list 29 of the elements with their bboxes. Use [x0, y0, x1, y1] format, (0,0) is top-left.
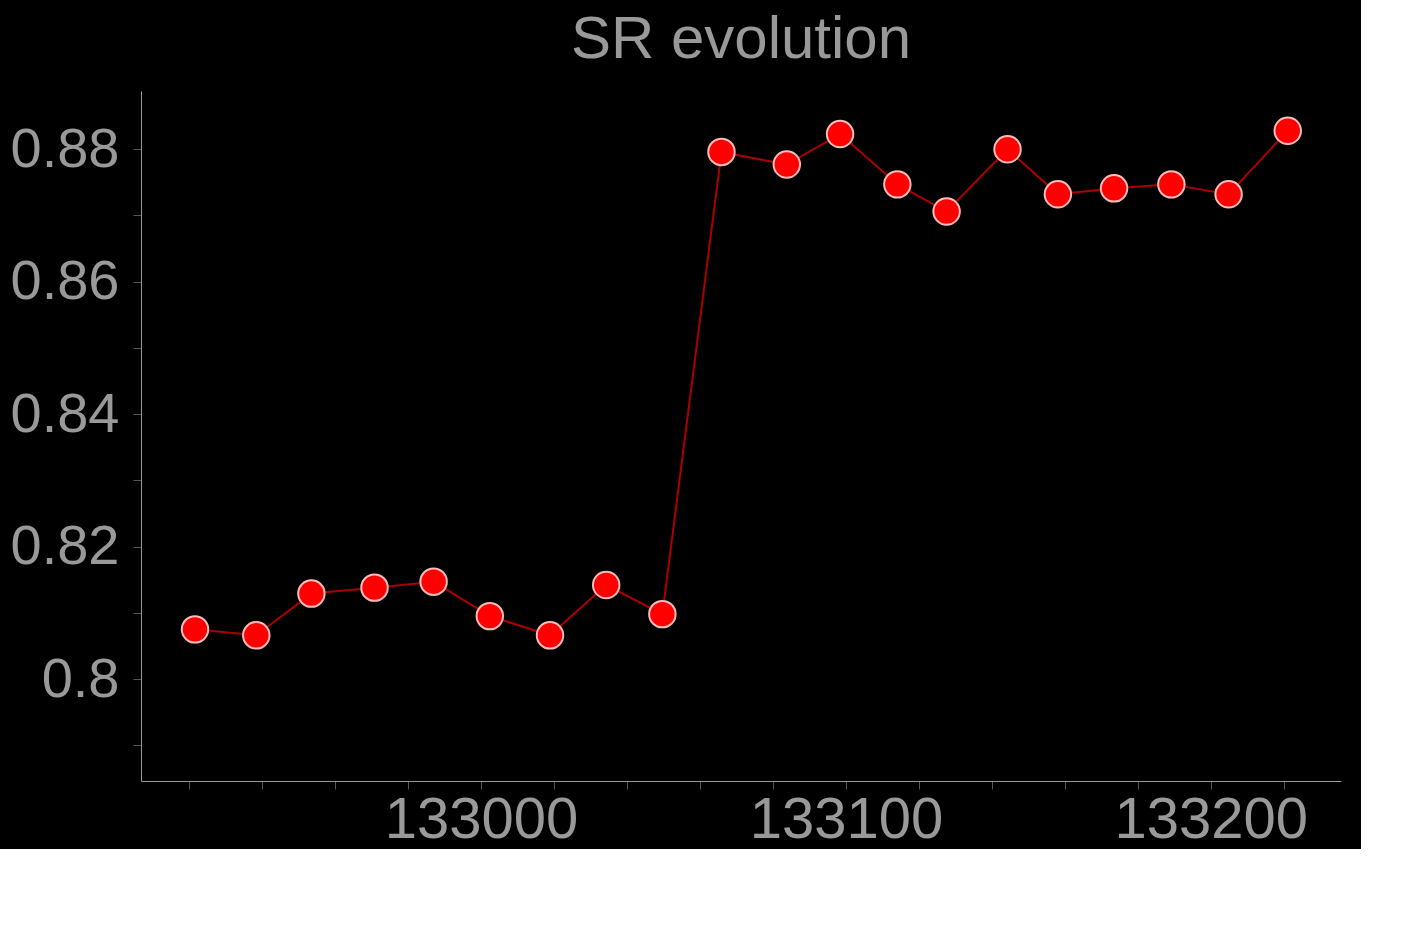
point	[1273, 116, 1302, 145]
point	[1157, 170, 1186, 199]
point	[475, 601, 505, 631]
x-tick-label: 133000	[384, 784, 579, 850]
point	[993, 135, 1022, 164]
point	[535, 621, 565, 650]
point	[707, 137, 736, 167]
y-tick-label: 0.86	[10, 248, 120, 312]
y-tick-label: 0.8	[41, 645, 120, 709]
point	[1214, 180, 1243, 209]
point	[419, 567, 448, 596]
point	[772, 150, 802, 179]
point	[825, 119, 855, 149]
x-tick-label: 133100	[749, 784, 944, 850]
point	[297, 579, 326, 608]
point	[932, 197, 961, 226]
y-tick-label: 0.82	[10, 513, 120, 577]
chart-title: SR evolution	[570, 4, 912, 71]
point	[591, 570, 621, 600]
point	[1043, 180, 1073, 209]
point	[883, 170, 912, 199]
point	[242, 621, 271, 650]
point	[360, 573, 389, 602]
y-tick-label: 0.84	[10, 380, 120, 444]
point	[180, 615, 210, 644]
x-tick-label: 133200	[1114, 784, 1309, 850]
point	[1099, 174, 1129, 203]
y-tick-label: 0.88	[10, 115, 120, 179]
point	[648, 599, 677, 629]
